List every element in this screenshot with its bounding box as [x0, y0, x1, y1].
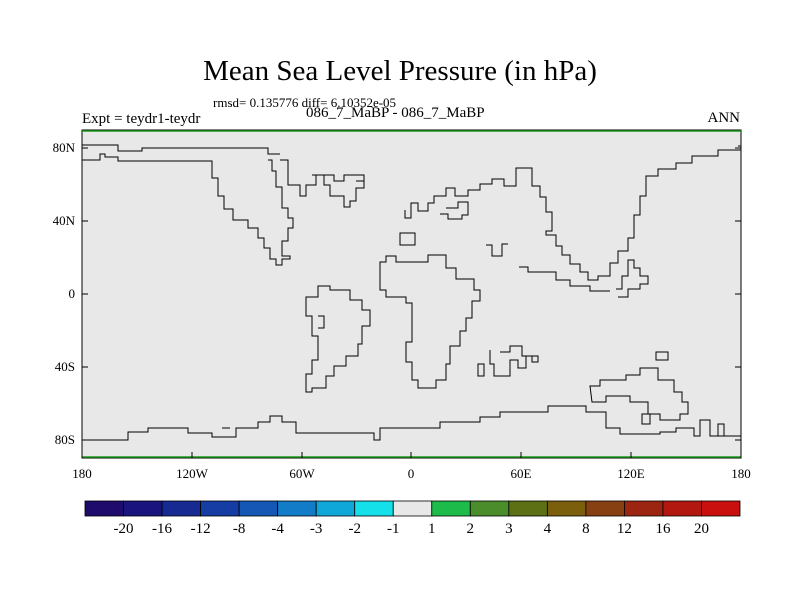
- lon-tick-label: 60W: [289, 466, 315, 481]
- colorbar-box: [123, 500, 163, 517]
- coastline-australia: [589, 367, 689, 421]
- coastline-antarctica-islands: [222, 413, 725, 437]
- colorbar-label: 8: [582, 521, 590, 537]
- lon-tick-label: 180: [731, 466, 751, 481]
- colorbar-label: -1: [387, 521, 400, 537]
- lon-tick-label: 120E: [617, 466, 645, 481]
- coastline-eurasia: [404, 149, 741, 281]
- colorbar-label: -8: [233, 521, 246, 537]
- colorbar-box: [624, 500, 664, 517]
- lon-tick-label: 60E: [511, 466, 532, 481]
- lat-ticks: [82, 147, 741, 441]
- coastline-north-america: [82, 153, 294, 266]
- stats-text: rmsd= 0.135776 diff= 6.10352e-05: [213, 95, 397, 110]
- colorbar-label: 4: [544, 521, 552, 537]
- coastlines: [82, 144, 741, 441]
- colorbar-box: [238, 500, 279, 517]
- lat-tick-label: 40N: [53, 213, 76, 228]
- colorbar-label: 1: [428, 521, 436, 537]
- lon-tick-label: 0: [408, 466, 415, 481]
- coastline-antarctica: [82, 405, 741, 441]
- coastline-caspian: [486, 243, 508, 257]
- lon-tick-labels: 180 120W 60W 0 60E 120E 180: [72, 466, 751, 481]
- lat-tick-label: 0: [69, 286, 76, 301]
- colorbar-box: [277, 500, 317, 517]
- lon-tick-label: 180: [72, 466, 92, 481]
- coastline-mediterranean-island: [399, 232, 416, 246]
- coastline-indonesia: [616, 259, 649, 298]
- colorbar-box: [354, 500, 394, 517]
- colorbar-box: [585, 500, 625, 517]
- colorbar-label: -16: [152, 521, 172, 537]
- colorbar-box: [662, 500, 702, 517]
- colorbar: [84, 500, 741, 517]
- period-label: 086_7_MaBP - 086_7_MaBP: [306, 105, 485, 121]
- colorbar-label: -2: [348, 521, 361, 537]
- lon-tick-label: 120W: [176, 466, 209, 481]
- coastline-south-america-inner: [318, 315, 325, 329]
- coastline-southeast-asia: [519, 266, 610, 292]
- colorbar-box: [315, 500, 356, 517]
- colorbar-box: [392, 500, 433, 517]
- colorbar-box: [701, 500, 741, 517]
- coastline-greenland: [280, 159, 365, 208]
- lat-tick-labels: 80N 40N 0 40S 80S: [53, 140, 76, 447]
- colorbar-box: [546, 500, 587, 517]
- colorbar-label: 20: [694, 521, 709, 537]
- lon-ticks: [81, 452, 742, 458]
- colorbar-box: [84, 500, 124, 517]
- coastline-madagascar: [477, 363, 485, 377]
- colorbar-labels: -20 -16 -12 -8 -4 -3 -2 -1 1 2 3 4 8 12 16 20: [114, 521, 709, 537]
- coastline-arctic-north-america: [82, 144, 280, 155]
- colorbar-label: 12: [617, 521, 632, 537]
- colorbar-label: 3: [505, 521, 513, 537]
- colorbar-label: -20: [114, 521, 134, 537]
- coastline-south-america: [305, 285, 371, 393]
- colorbar-label: 16: [655, 521, 671, 537]
- coastline-africa: [379, 254, 481, 389]
- lat-tick-label: 40S: [55, 359, 75, 374]
- lat-tick-label: 80N: [53, 140, 76, 155]
- coastline-eurasia-inlet: [440, 201, 469, 220]
- lat-tick-label: 80S: [55, 432, 75, 447]
- colorbar-label: -4: [271, 521, 284, 537]
- colorbar-label: 2: [467, 521, 475, 537]
- colorbar-label: -12: [191, 521, 211, 537]
- colorbar-box: [508, 500, 548, 517]
- season-label: ANN: [707, 110, 741, 126]
- coastline-arabia: [489, 345, 539, 377]
- colorbar-box: [200, 500, 240, 517]
- chart-title: Mean Sea Level Pressure (in hPa): [203, 55, 597, 87]
- experiment-label: Expt = teydr1-teydr: [82, 111, 201, 127]
- colorbar-box: [469, 500, 510, 517]
- map-field: [81, 129, 742, 459]
- colorbar-label: -3: [310, 521, 323, 537]
- colorbar-box: [431, 500, 471, 517]
- colorbar-box: [161, 500, 201, 517]
- coastline-new-zealand: [655, 351, 669, 361]
